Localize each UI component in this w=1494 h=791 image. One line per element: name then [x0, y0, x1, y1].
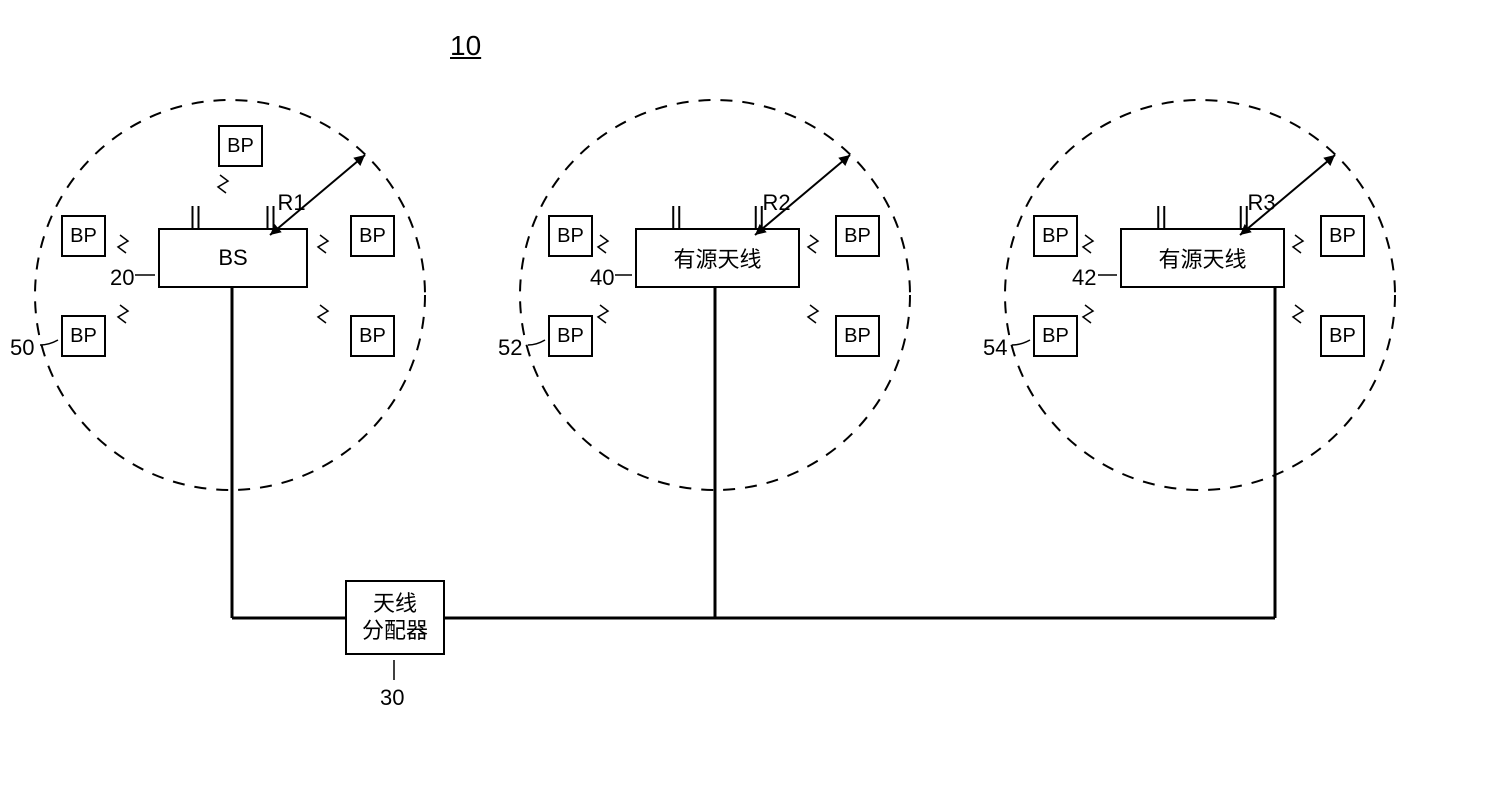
- svg-layer: [0, 0, 1494, 791]
